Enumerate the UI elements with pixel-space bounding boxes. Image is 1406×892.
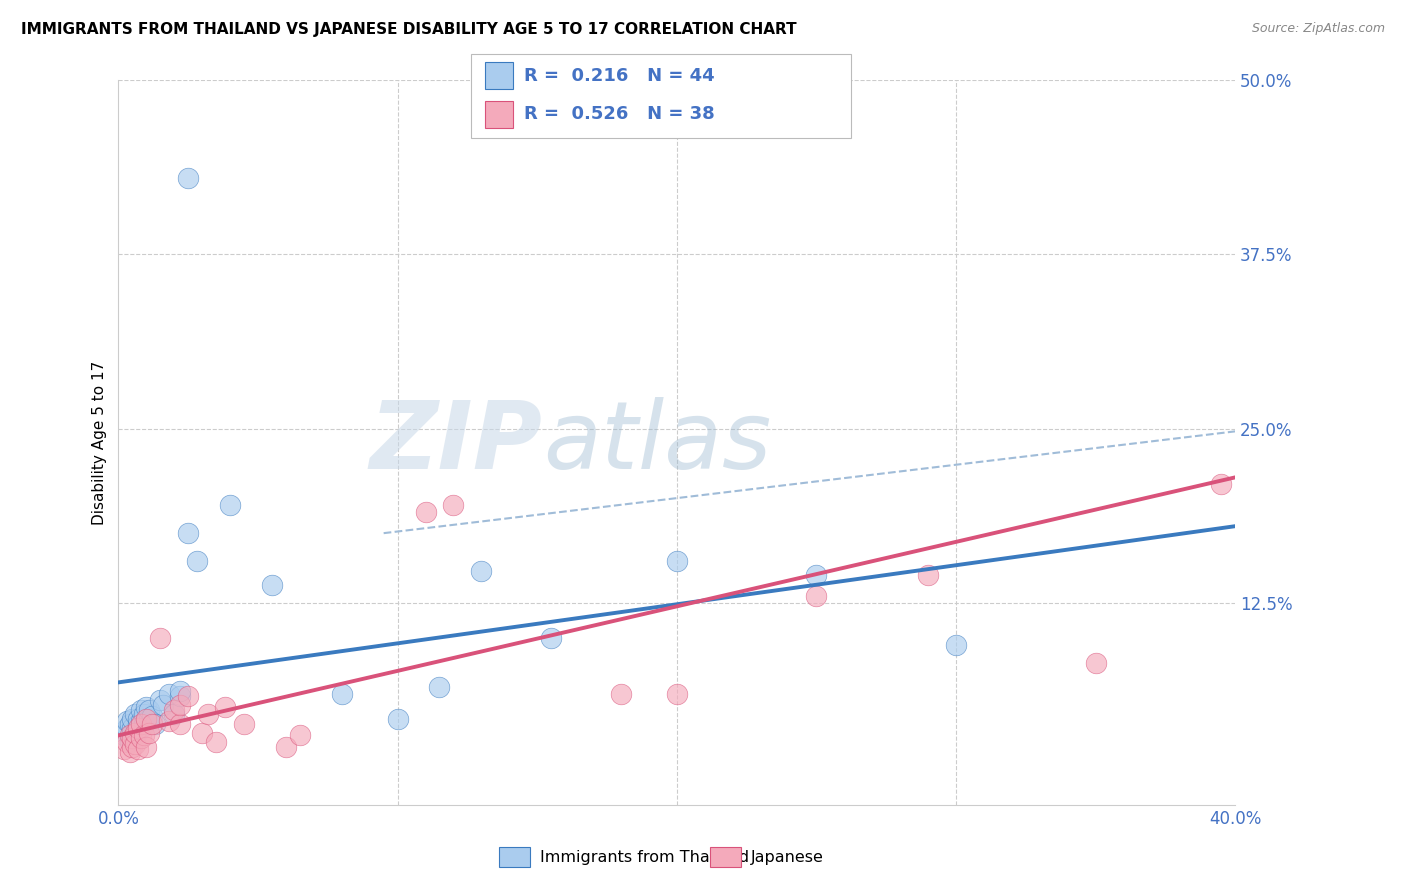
Point bbox=[127, 724, 149, 739]
Point bbox=[610, 686, 633, 700]
Point bbox=[149, 693, 172, 707]
Point bbox=[138, 725, 160, 739]
Point bbox=[470, 564, 492, 578]
Point bbox=[169, 698, 191, 712]
Point bbox=[129, 717, 152, 731]
Point bbox=[127, 717, 149, 731]
Point bbox=[127, 722, 149, 736]
Text: Immigrants from Thailand: Immigrants from Thailand bbox=[540, 850, 749, 864]
Point bbox=[121, 722, 143, 736]
Point bbox=[124, 728, 146, 742]
Point bbox=[138, 703, 160, 717]
Point bbox=[205, 735, 228, 749]
Point bbox=[124, 725, 146, 739]
Point bbox=[443, 498, 465, 512]
Point bbox=[149, 631, 172, 645]
Point bbox=[186, 554, 208, 568]
Point bbox=[115, 722, 138, 736]
Point bbox=[415, 505, 437, 519]
Point bbox=[429, 680, 451, 694]
Point bbox=[115, 714, 138, 729]
Point bbox=[127, 742, 149, 756]
Point bbox=[169, 690, 191, 704]
Point bbox=[135, 700, 157, 714]
Point bbox=[121, 712, 143, 726]
Point bbox=[124, 731, 146, 746]
Point bbox=[118, 728, 141, 742]
Text: ZIP: ZIP bbox=[370, 397, 543, 489]
Point bbox=[917, 568, 939, 582]
Point bbox=[127, 712, 149, 726]
Point bbox=[288, 728, 311, 742]
Point bbox=[138, 712, 160, 726]
Text: Source: ZipAtlas.com: Source: ZipAtlas.com bbox=[1251, 22, 1385, 36]
Point bbox=[135, 739, 157, 754]
Point bbox=[806, 568, 828, 582]
Point bbox=[121, 731, 143, 746]
Point bbox=[945, 638, 967, 652]
Point bbox=[177, 690, 200, 704]
Text: R =  0.216   N = 44: R = 0.216 N = 44 bbox=[524, 67, 716, 85]
Point bbox=[197, 707, 219, 722]
Point bbox=[540, 631, 562, 645]
Point bbox=[274, 739, 297, 754]
Point bbox=[169, 717, 191, 731]
Text: IMMIGRANTS FROM THAILAND VS JAPANESE DISABILITY AGE 5 TO 17 CORRELATION CHART: IMMIGRANTS FROM THAILAND VS JAPANESE DIS… bbox=[21, 22, 797, 37]
Text: Japanese: Japanese bbox=[751, 850, 824, 864]
Point bbox=[132, 707, 155, 722]
Point bbox=[233, 717, 256, 731]
Point bbox=[129, 731, 152, 746]
Text: atlas: atlas bbox=[543, 397, 770, 488]
Point bbox=[118, 717, 141, 731]
Point bbox=[169, 683, 191, 698]
Point bbox=[177, 170, 200, 185]
Point bbox=[665, 554, 688, 568]
Point bbox=[191, 725, 214, 739]
Point bbox=[121, 725, 143, 739]
Point bbox=[124, 707, 146, 722]
Point bbox=[112, 742, 135, 756]
Point bbox=[132, 717, 155, 731]
Point bbox=[118, 745, 141, 759]
Point bbox=[129, 703, 152, 717]
Point bbox=[132, 728, 155, 742]
Point bbox=[260, 578, 283, 592]
Point bbox=[219, 498, 242, 512]
Point bbox=[163, 707, 186, 722]
Point bbox=[157, 686, 180, 700]
Point bbox=[135, 714, 157, 729]
Point bbox=[330, 686, 353, 700]
Point bbox=[112, 728, 135, 742]
Y-axis label: Disability Age 5 to 17: Disability Age 5 to 17 bbox=[93, 360, 107, 524]
Point bbox=[387, 712, 409, 726]
Point bbox=[129, 714, 152, 729]
Point bbox=[135, 712, 157, 726]
Point bbox=[177, 526, 200, 541]
Point bbox=[124, 737, 146, 751]
Point bbox=[806, 589, 828, 603]
Point bbox=[141, 709, 163, 723]
Point bbox=[157, 714, 180, 729]
Point bbox=[163, 703, 186, 717]
Point bbox=[143, 717, 166, 731]
Point bbox=[214, 700, 236, 714]
Point bbox=[1084, 656, 1107, 670]
Point bbox=[141, 717, 163, 731]
Point bbox=[115, 735, 138, 749]
Point bbox=[129, 722, 152, 736]
Point bbox=[1211, 477, 1233, 491]
Point bbox=[118, 735, 141, 749]
Point bbox=[121, 739, 143, 754]
Point bbox=[665, 686, 688, 700]
Point bbox=[152, 698, 174, 712]
Text: R =  0.526   N = 38: R = 0.526 N = 38 bbox=[524, 105, 716, 123]
